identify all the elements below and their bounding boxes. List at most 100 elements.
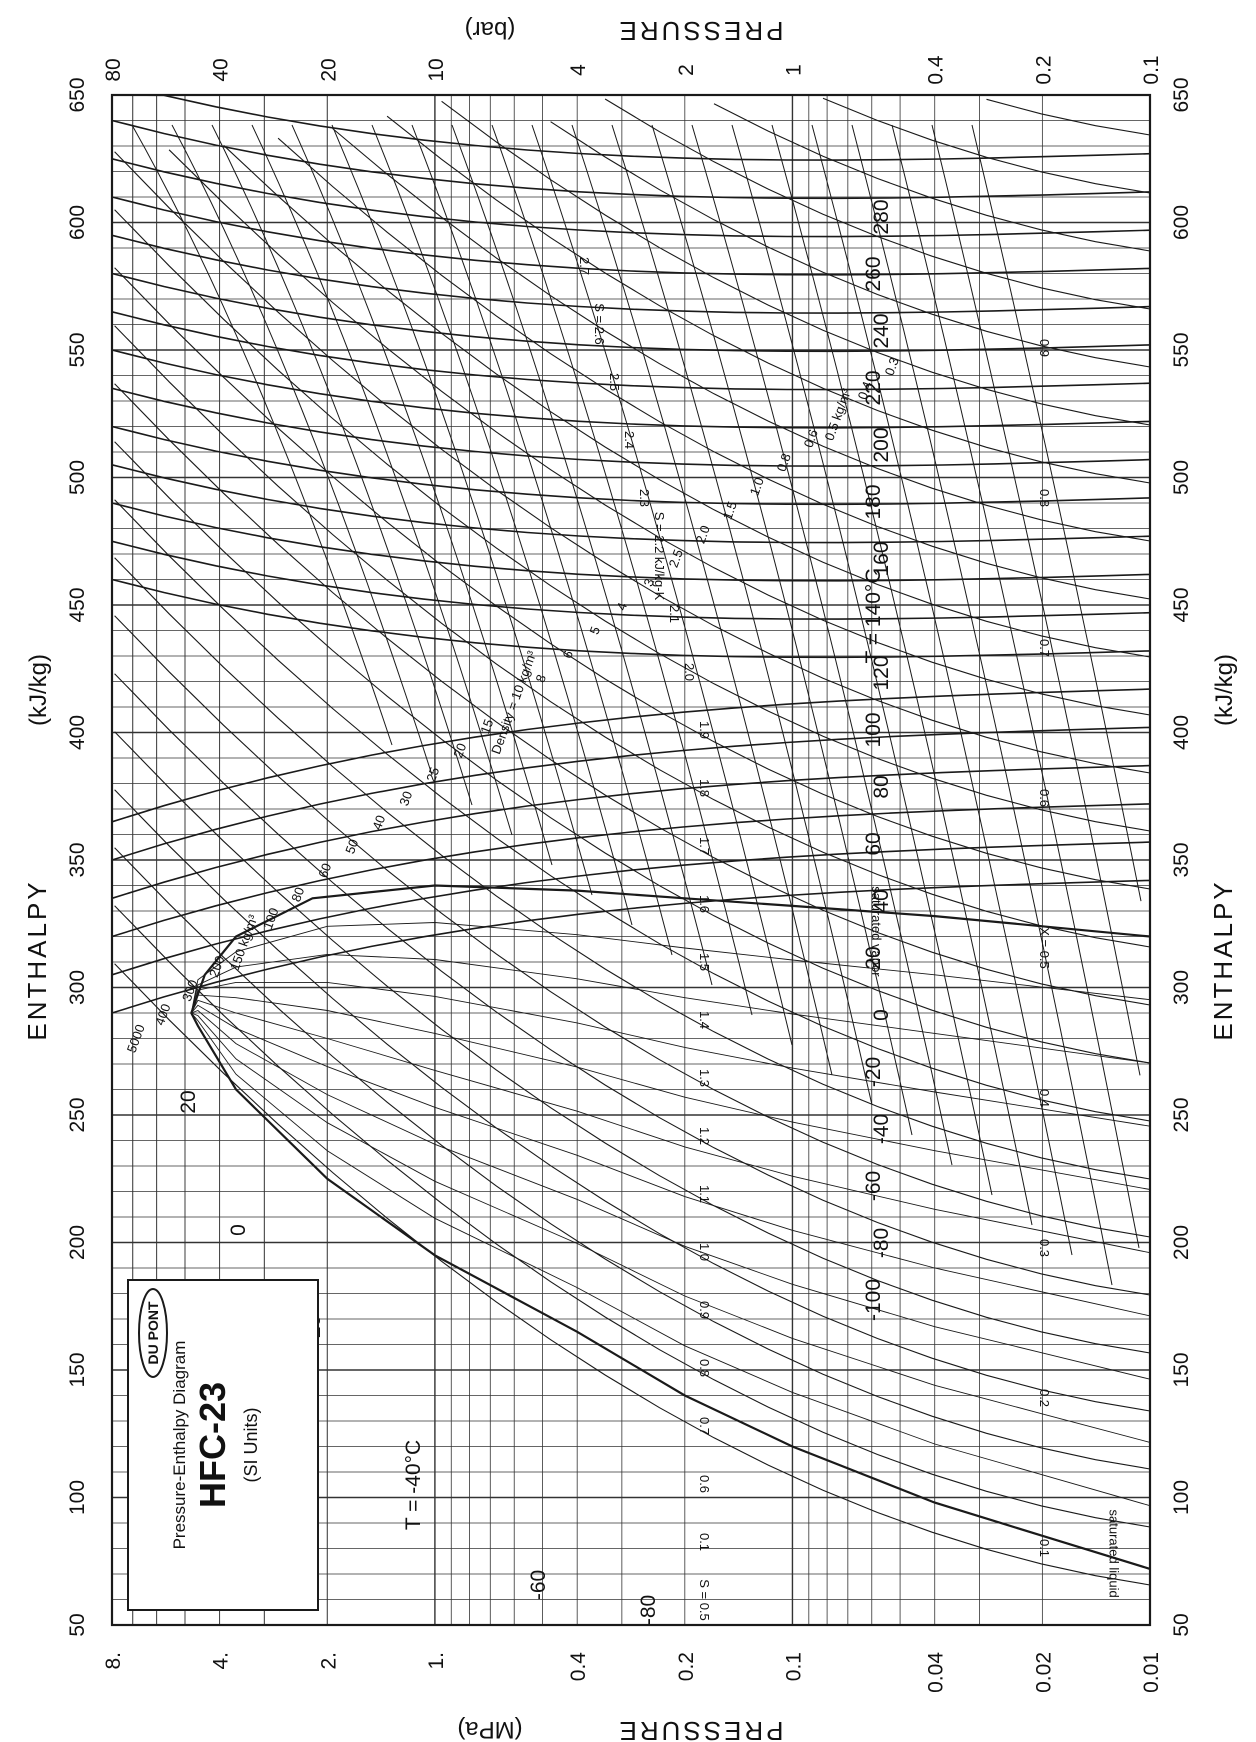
density-label: 30 (396, 789, 415, 808)
quality-curve (190, 981, 1151, 1127)
density-curve (571, 124, 833, 1076)
isentrope-label: 2.1 (667, 605, 682, 623)
isotherm-label: -100 (862, 1279, 885, 1321)
enthalpy-tick-right: 200 (1170, 1225, 1193, 1260)
quality-label: 0.1 (1037, 1539, 1052, 1557)
density-label: 200 (206, 954, 228, 980)
isotherm-label: 0 (870, 1009, 893, 1021)
isotherm-label: 0 (227, 1224, 250, 1236)
density-label: 100 (260, 906, 282, 932)
density-curve (531, 124, 793, 1046)
density-label: 2.5 (666, 547, 686, 569)
enthalpy-tick-left: 100 (66, 1480, 89, 1515)
density-curve (971, 124, 1142, 902)
pressure-bar-tick: 20 (317, 58, 340, 81)
isentrope-label: 1.3 (697, 1069, 712, 1087)
density-label: 1.0 (747, 475, 767, 497)
isentrope-label: S = 2.6 (592, 303, 607, 345)
isotherm-curve (111, 158, 1151, 238)
quality-label: 0.2 (1037, 1389, 1052, 1407)
quality-label: 0.4 (1037, 1089, 1052, 1107)
density-curve (891, 124, 1140, 1248)
isentrope-label: 1.7 (697, 837, 712, 855)
isentrope-curve (114, 963, 1151, 1586)
enthalpy-unit-top: (kJ/kg) (25, 654, 52, 726)
isentrope-label: 2.7 (577, 257, 592, 275)
density-label: 15 (477, 717, 496, 736)
quality-curve (190, 922, 1151, 1014)
enthalpy-tick-left: 600 (66, 205, 89, 240)
quality-curve (190, 953, 1151, 1064)
density-curve (491, 124, 753, 1016)
quality-label: 0.3 (1037, 1239, 1052, 1257)
density-curve (411, 124, 673, 956)
isentrope-label: 1.9 (697, 721, 712, 739)
density-curve (331, 124, 593, 896)
isentrope-curve (114, 673, 1151, 1296)
isotherm-curve (111, 387, 1151, 467)
isentrope-label: 1.4 (697, 1011, 712, 1029)
isentrope-curve (114, 847, 1151, 1470)
isotherm-curve (111, 803, 1151, 938)
isotherm-curve (111, 502, 1151, 582)
quality-label: X = 0.5 (1037, 927, 1052, 969)
density-curve (451, 124, 713, 986)
isotherm-curve (111, 464, 1151, 544)
enthalpy-tick-right: 550 (1170, 332, 1193, 367)
density-label: 3 (640, 576, 657, 588)
isotherm-label: 280 (870, 199, 893, 234)
enthalpy-unit-bottom: (kJ/kg) (1211, 654, 1238, 726)
dupont-logo: DU PONT (138, 1288, 168, 1378)
isentrope-label: 1.6 (697, 895, 712, 913)
density-label: 0.3 (882, 355, 902, 377)
isentrope-label: 2.0 (682, 663, 697, 681)
isotherm-label: 240 (870, 313, 893, 348)
density-curve (651, 124, 913, 1136)
quality-label: 0.8 (1037, 489, 1052, 507)
quality-curve (190, 999, 1151, 1254)
pressure-mpa-tick: 8. (102, 1652, 125, 1670)
isotherm-curve (111, 119, 1151, 200)
pressure-bar-tick: 0.1 (1140, 55, 1163, 84)
pressure-bar-tick: 4 (567, 64, 590, 76)
density-label: 25 (423, 765, 442, 784)
isotherm-curve (111, 94, 1151, 161)
enthalpy-tick-right: 150 (1170, 1352, 1193, 1387)
isentrope-label: 1.8 (697, 779, 712, 797)
isentrope-curve (114, 557, 1151, 1180)
isentrope-label: 1.1 (697, 1185, 712, 1203)
pressure-mpa-tick: 1. (425, 1652, 448, 1670)
saturated-vapor-label: saturated vapor (869, 886, 884, 977)
density-label: 5 (586, 624, 603, 636)
isentrope-label: 2.5 (607, 373, 622, 391)
enthalpy-tick-left: 500 (66, 460, 89, 495)
density-curve (291, 124, 553, 866)
logo-text: DU PONT (145, 1301, 161, 1364)
pressure-mpa-tick: 0.1 (782, 1652, 805, 1681)
pressure-bar-axis-title: PRESSURE (616, 16, 783, 46)
isentrope-curve (114, 499, 1151, 1122)
quality-curve (191, 1009, 1151, 1380)
isotherm-curve (111, 349, 1151, 429)
isentrope-curve (986, 98, 1151, 136)
quality-label: 0.7 (1037, 639, 1052, 657)
title-box: DU PONT Pressure-Enthalpy Diagram HFC-23… (127, 1279, 319, 1611)
pressure-mpa-tick: 0.04 (925, 1652, 948, 1693)
enthalpy-tick-right: 500 (1170, 460, 1193, 495)
enthalpy-tick-right: 400 (1170, 715, 1193, 750)
pressure-mpa-tick: 0.01 (1140, 1652, 1163, 1693)
enthalpy-tick-left: 350 (66, 842, 89, 877)
isotherm-label: 20 (862, 946, 885, 969)
isotherm-label: 160 (870, 541, 893, 576)
enthalpy-tick-right: 350 (1170, 842, 1193, 877)
isotherm-label: -40 (870, 1114, 893, 1144)
isentrope-label: 2.3 (637, 489, 652, 507)
quality-curve (190, 1012, 1151, 1507)
pressure-bar-tick: 10 (425, 58, 448, 81)
isotherm-label: -60 (862, 1171, 885, 1201)
isentrope-curve (114, 731, 1151, 1354)
enthalpy-tick-left: 250 (66, 1097, 89, 1132)
isentrope-label: 0.8 (697, 1359, 712, 1377)
isentrope-curve (114, 325, 1151, 948)
